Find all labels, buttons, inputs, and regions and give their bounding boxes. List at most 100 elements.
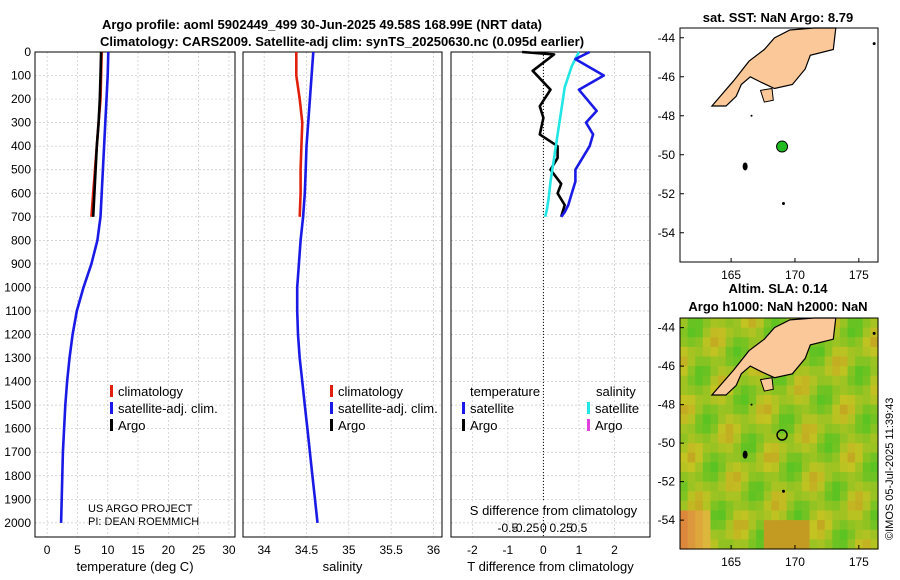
sla-heatmap-cell <box>740 481 750 492</box>
sla-heatmap-cell <box>847 375 856 386</box>
sla-heatmap-cell <box>695 414 704 425</box>
sla-heatmap-cell <box>702 395 712 406</box>
legend-satellite-swatch <box>330 402 333 414</box>
sla-heatmap-cell <box>847 423 856 435</box>
sla-heatmap-cell <box>733 452 742 463</box>
sla-heatmap-cell <box>725 529 734 540</box>
sla-heatmap-cell <box>725 443 734 454</box>
sla-heatmap-cell <box>862 452 871 463</box>
sla-heatmap-cell <box>695 520 704 531</box>
sla-heatmap-cell <box>718 404 727 415</box>
sla-heatmap-cell <box>763 318 772 329</box>
sla-heatmap-cell <box>832 404 841 415</box>
sla-heatmap-cell <box>695 491 704 502</box>
float-marker <box>776 429 788 441</box>
sla-heatmap-cell <box>687 452 696 463</box>
sla-heatmap-cell <box>870 539 879 550</box>
sla-heatmap-cell <box>794 472 803 483</box>
sla-heatmap-cell <box>725 318 734 329</box>
sla-heatmap-cell <box>748 404 757 415</box>
land-campbell-island <box>781 489 785 493</box>
sla-heatmap-cell <box>763 423 772 435</box>
sla-heatmap-cell <box>824 433 833 444</box>
sla-heatmap-cell <box>748 385 757 396</box>
map-y-tick-label: -48 <box>658 109 676 123</box>
sla-heatmap-cell <box>718 414 727 425</box>
series-line-argo <box>91 51 103 217</box>
sla-heatmap-cell <box>748 539 757 550</box>
sla-heatmap-cell <box>839 452 849 463</box>
sla-heatmap-cell <box>786 414 795 425</box>
sla-heatmap-cell <box>847 443 856 454</box>
profile-panel-differences: -2 -1 0 1 2 T difference from climatology -0.5… <box>450 50 651 574</box>
y-tick-label: 800 <box>11 233 31 247</box>
sla-heatmap-cell <box>832 529 841 540</box>
sla-heatmap-cell <box>809 395 818 406</box>
sla-heatmap-cell <box>725 472 734 483</box>
sla-heatmap-cell <box>817 491 826 502</box>
sla-heatmap-cell <box>801 423 811 435</box>
sla-heatmap-cell <box>710 356 719 367</box>
plots-layer: 0100200300400500600700800900100011001200… <box>4 27 879 574</box>
sla-heatmap-cell <box>817 452 826 463</box>
sla-heatmap-cell <box>680 366 689 377</box>
sla-heatmap-cell <box>756 443 765 454</box>
s-diff-tick-label: 0.25 <box>549 521 573 535</box>
y-tick-label: 400 <box>11 139 31 153</box>
sla-heatmap-cell <box>870 404 879 415</box>
sla-heatmap-cell <box>710 327 719 338</box>
y-tick-label: 200 <box>11 92 31 106</box>
sla-heatmap-cell <box>824 539 833 550</box>
sla-heatmap-cell <box>824 404 833 415</box>
sla-heatmap-cell <box>771 433 780 444</box>
sla-heatmap-cell <box>771 472 780 483</box>
map-y-tick-label: -44 <box>658 321 676 335</box>
sla-heatmap-cell <box>809 414 818 425</box>
sla-heatmap-cell <box>733 529 742 540</box>
x-tick-label: 30 <box>222 543 236 557</box>
map-x-tick-label: 165 <box>721 555 741 569</box>
sla-heatmap-cell <box>718 366 727 377</box>
sla-heatmap-cell <box>862 462 871 473</box>
sla-heatmap-cell <box>801 452 811 463</box>
sla-heatmap-cell <box>733 539 742 550</box>
sla-heatmap-cell <box>695 356 704 367</box>
sla-heatmap-cell <box>710 433 719 444</box>
sla-heatmap-cell <box>725 433 734 444</box>
sla-heatmap-cell <box>710 337 719 348</box>
map-y-tick-label: -46 <box>658 70 676 84</box>
sla-heatmap-cell <box>801 356 811 367</box>
series-line-climatology <box>294 52 304 217</box>
sla-heatmap-cell <box>695 452 704 463</box>
sla-heatmap-cell <box>779 433 788 444</box>
sla-heatmap-cell <box>702 433 712 444</box>
sla-heatmap-cell <box>725 395 734 406</box>
salinity-legend: climatology satellite-adj. clim. Argo <box>330 384 438 433</box>
legend-satellite-label: satellite-adj. clim. <box>338 401 438 416</box>
sla-heatmap-cell <box>855 472 864 483</box>
sla-heatmap-cell <box>824 462 833 473</box>
sla-heatmap-cell <box>702 462 712 473</box>
sla-heatmap-cell <box>687 375 696 386</box>
sla-heatmap-cell <box>695 539 704 550</box>
sla-heatmap-cell <box>779 539 788 550</box>
sla-heatmap-cell <box>725 510 734 521</box>
sla-heatmap-cell <box>763 395 772 406</box>
sla-heatmap-cell <box>832 375 841 386</box>
map-x-tick-label: 170 <box>785 268 805 282</box>
sla-heatmap-cell <box>702 366 712 377</box>
sla-heatmap-cell <box>824 481 833 492</box>
sla-heatmap-cell <box>771 404 780 415</box>
sla-heatmap-cell <box>801 395 811 406</box>
sla-heatmap-cell <box>763 443 772 454</box>
sla-heatmap-cell <box>817 433 826 444</box>
sla-heatmap-cell <box>695 510 704 521</box>
map-panel-altim_sla_map: -44 -46 -48 -50 -52 -54 165 170 175 <box>658 317 879 569</box>
map-frame <box>679 27 879 263</box>
sla-heatmap-cell <box>680 500 689 512</box>
sla-heatmap-cell <box>695 318 704 329</box>
sla-heatmap-cell <box>687 423 696 435</box>
sla-heatmap-cell <box>786 385 795 396</box>
sla-heatmap-cell <box>839 520 849 531</box>
sla-heatmap-cell <box>718 327 727 338</box>
